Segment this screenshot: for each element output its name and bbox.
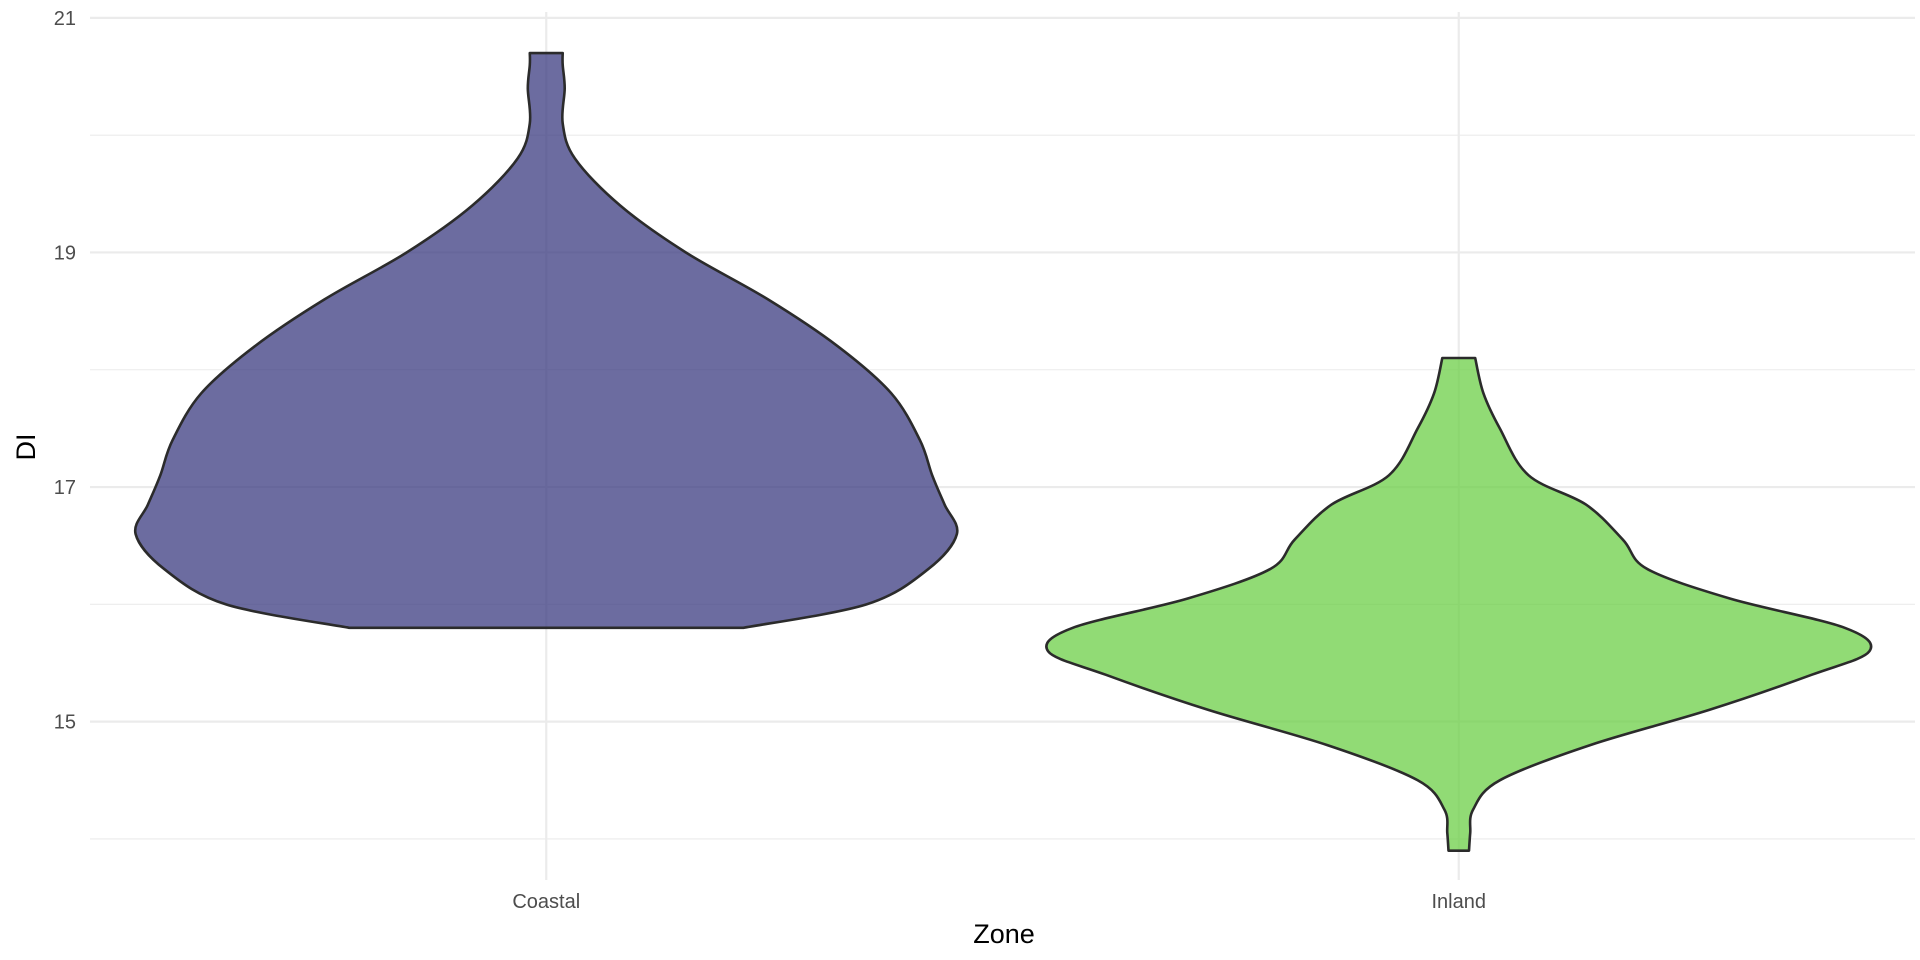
violins — [133, 51, 1873, 852]
y-axis-ticks: 15 17 19 21 — [54, 8, 76, 734]
violin-inland — [1045, 356, 1873, 852]
x-tick-label: Inland — [1432, 891, 1487, 913]
x-axis-title: Zone — [973, 919, 1035, 949]
violin-coastal — [133, 51, 959, 630]
y-axis-title: DI — [11, 434, 41, 461]
y-tick-label: 19 — [54, 242, 76, 264]
y-tick-label: 21 — [54, 8, 76, 30]
x-axis-ticks: Coastal Inland — [512, 891, 1486, 913]
y-tick-label: 15 — [54, 712, 76, 734]
y-tick-label: 17 — [54, 477, 76, 499]
x-tick-label: Coastal — [512, 891, 580, 913]
